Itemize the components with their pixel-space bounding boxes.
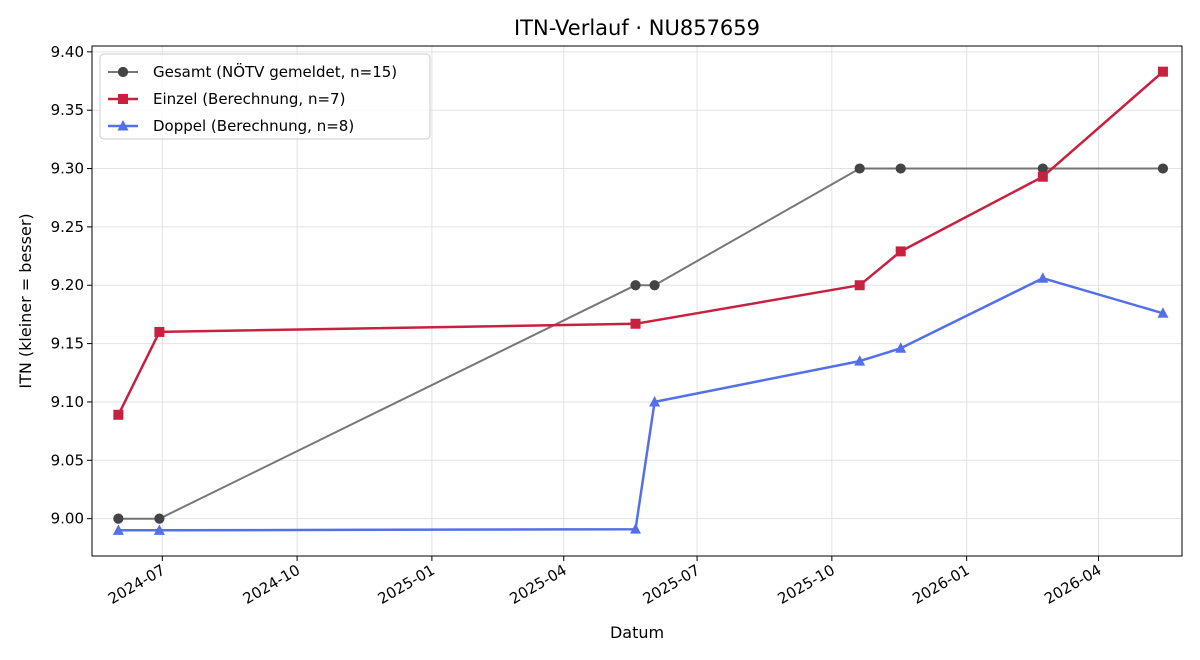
data-point-circle: [154, 513, 165, 524]
series-layer: [112, 66, 1169, 535]
y-tick-label: 9.40: [51, 43, 84, 61]
series-circle: [113, 163, 1169, 524]
x-axis-label: Datum: [610, 623, 664, 642]
data-point-circle: [630, 280, 641, 291]
legend-entry-triangle: Doppel (Berechnung, n=8): [108, 117, 354, 135]
legend-label-triangle: Doppel (Berechnung, n=8): [153, 117, 354, 135]
legend-marker-square: [118, 94, 128, 104]
data-point-circle: [649, 280, 660, 291]
data-point-square: [154, 326, 165, 337]
data-point-triangle: [1037, 272, 1049, 283]
data-point-square: [854, 280, 865, 291]
series-triangle: [112, 272, 1169, 535]
legend-marker-circle: [117, 66, 129, 78]
series-line-circle: [118, 167, 1163, 520]
data-point-triangle: [112, 524, 124, 535]
legend-marker-triangle: [117, 120, 129, 131]
legend-label-square: Einzel (Berechnung, n=7): [153, 90, 345, 108]
series-line-triangle: [118, 276, 1164, 532]
data-point-circle: [854, 163, 865, 174]
y-axis-ticks: 9.00 9.05 9.10 9.15 9.20 9.25 9.30 9.35 9.40: [51, 43, 92, 528]
y-tick-label: 9.00: [51, 510, 84, 528]
y-tick-label: 9.05: [51, 451, 84, 469]
data-point-circle: [113, 513, 124, 524]
data-point-triangle: [854, 355, 866, 366]
legend-entry-circle: Gesamt (NÖTV gemeldet, n=15): [108, 62, 397, 81]
data-point-triangle: [649, 395, 661, 407]
data-point-square: [1157, 66, 1168, 77]
y-tick-label: 9.35: [51, 101, 84, 119]
plot-frame: [91, 45, 1183, 557]
data-point-square: [630, 318, 641, 329]
legend-entry-square: Einzel (Berechnung, n=7): [108, 90, 345, 108]
y-tick-label: 9.15: [51, 335, 84, 353]
y-tick-label: 9.10: [51, 393, 84, 411]
series-square: [113, 66, 1168, 420]
legend-box: [99, 53, 431, 140]
data-point-square: [895, 246, 906, 257]
data-point-square: [113, 409, 124, 420]
legend-label-circle: Gesamt (NÖTV gemeldet, n=15): [153, 62, 397, 81]
data-point-triangle: [895, 342, 907, 353]
data-point-triangle: [1157, 307, 1169, 318]
data-point-triangle: [630, 523, 642, 534]
data-point-triangle: [153, 524, 165, 535]
chart-title: ITN-Verlauf · NU857659: [514, 16, 760, 40]
legend: Gesamt (NÖTV gemeldet, n=15) Einzel (Bere…: [99, 53, 431, 140]
y-tick-label: 9.25: [51, 218, 84, 236]
data-point-circle: [1157, 163, 1169, 174]
y-axis-label: ITN (kleiner = besser): [16, 213, 35, 388]
y-tick-label: 9.30: [51, 160, 84, 178]
data-point-circle: [895, 163, 906, 174]
y-tick-label: 9.20: [51, 276, 84, 294]
data-point-square: [1037, 171, 1048, 182]
